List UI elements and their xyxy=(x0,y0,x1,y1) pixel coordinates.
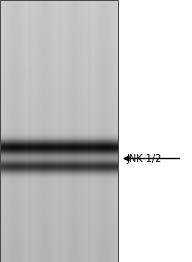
Bar xyxy=(0,0,118,262)
Text: JNK 1/2: JNK 1/2 xyxy=(127,154,162,163)
